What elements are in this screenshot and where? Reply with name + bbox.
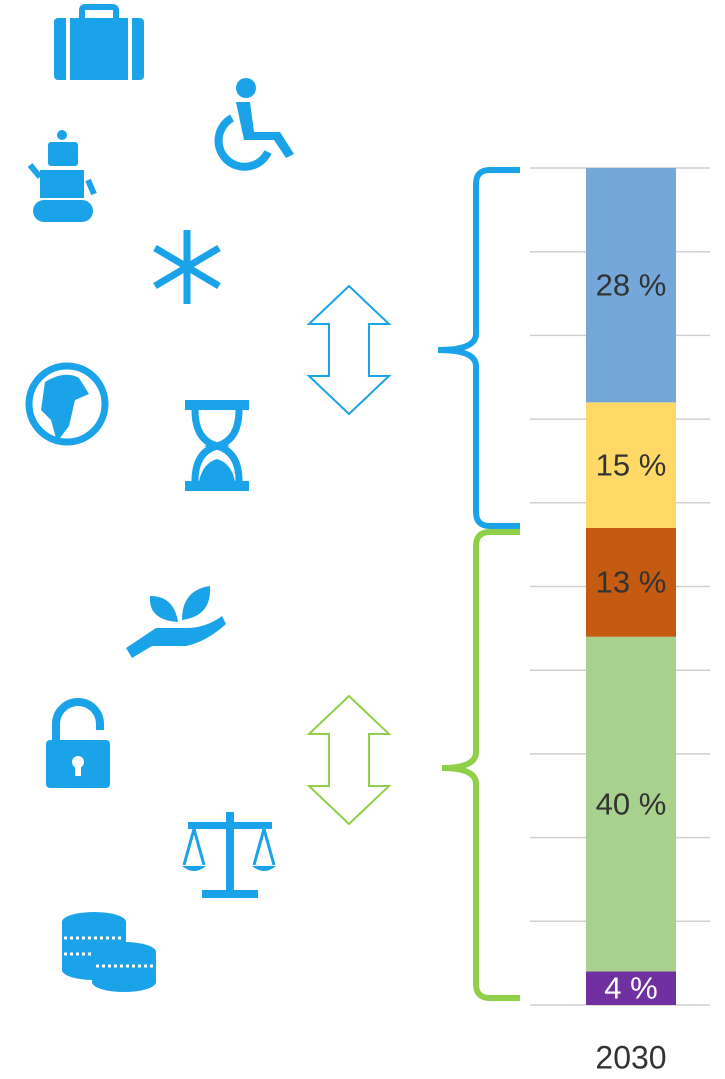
blue-double-arrow	[306, 284, 392, 416]
plant-hand-icon	[126, 586, 226, 658]
hourglass-icon	[185, 400, 249, 491]
data-label: 13 %	[596, 565, 667, 600]
briefcase-icon	[54, 4, 144, 80]
green-double-arrow	[306, 694, 392, 826]
robot-icon	[27, 130, 97, 222]
icons	[25, 4, 294, 992]
bar-segment	[586, 168, 676, 403]
blue-brace	[437, 167, 520, 529]
bar-segment	[586, 402, 676, 528]
arrows	[306, 284, 392, 826]
data-label: 4 %	[604, 970, 657, 1005]
braces	[437, 167, 520, 1001]
snowflake-icon	[153, 230, 221, 304]
bar-segment	[586, 527, 676, 637]
data-label: 15 %	[596, 447, 667, 482]
scales-icon	[182, 812, 276, 898]
green-brace	[441, 529, 520, 1001]
bar-segment	[586, 971, 676, 1005]
globe-icon	[25, 362, 109, 446]
padlock-icon	[46, 698, 110, 788]
coins-icon	[62, 912, 156, 992]
bar-segment	[586, 636, 676, 972]
data-label: 28 %	[596, 267, 667, 302]
data-label: 40 %	[596, 786, 667, 821]
wheelchair-icon	[214, 78, 294, 171]
x-tick-label: 2030	[595, 1039, 666, 1075]
